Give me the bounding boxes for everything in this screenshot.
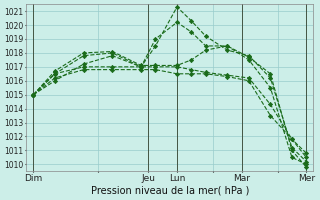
X-axis label: Pression niveau de la mer( hPa ): Pression niveau de la mer( hPa ) [91,186,249,196]
